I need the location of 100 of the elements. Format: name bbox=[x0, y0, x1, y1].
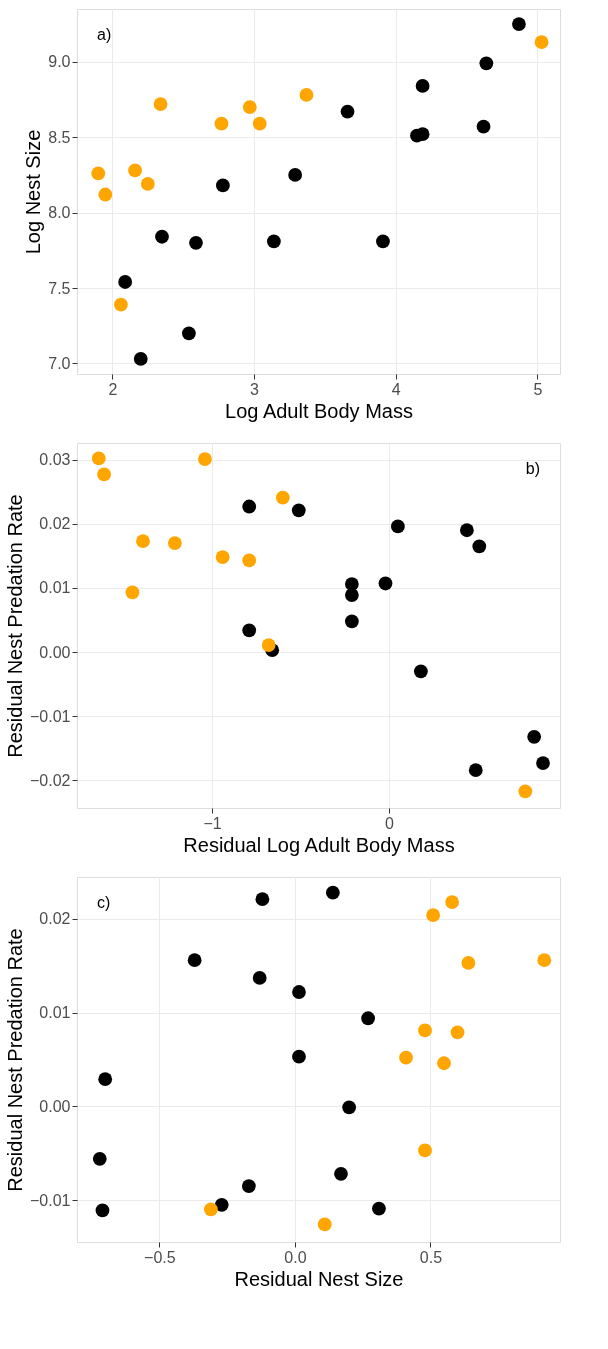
point bbox=[479, 56, 494, 71]
y-tick-label: 0.01 bbox=[39, 579, 71, 597]
point bbox=[445, 895, 460, 909]
point bbox=[468, 763, 483, 778]
point bbox=[437, 1056, 451, 1071]
point bbox=[242, 100, 257, 114]
point bbox=[476, 119, 491, 134]
point bbox=[536, 756, 550, 770]
point bbox=[136, 534, 150, 549]
y-tick-label: 9.0 bbox=[48, 53, 71, 71]
point bbox=[376, 234, 390, 249]
x-tick-label: 3 bbox=[250, 380, 260, 398]
point bbox=[155, 229, 169, 244]
x-axis-title: Log Adult Body Mass bbox=[225, 399, 413, 422]
point bbox=[91, 451, 106, 466]
point bbox=[291, 503, 306, 518]
point bbox=[378, 576, 393, 591]
point bbox=[215, 550, 230, 565]
point bbox=[242, 553, 257, 568]
point bbox=[460, 523, 474, 538]
x-axis-title: Residual Nest Size bbox=[234, 1267, 404, 1290]
point bbox=[512, 17, 526, 31]
point bbox=[299, 88, 314, 102]
point bbox=[292, 985, 306, 999]
point bbox=[140, 177, 155, 191]
y-tick-label: −0.02 bbox=[30, 771, 71, 789]
point bbox=[261, 638, 276, 652]
y-tick-label: 8.5 bbox=[48, 128, 71, 146]
point bbox=[98, 187, 113, 202]
y-tick-label: 0.02 bbox=[39, 910, 71, 928]
point bbox=[344, 588, 359, 602]
point bbox=[537, 953, 552, 968]
point bbox=[340, 104, 355, 119]
point bbox=[167, 536, 182, 550]
point bbox=[255, 892, 270, 907]
y-tick-label: 8.0 bbox=[48, 204, 71, 222]
x-tick-label: 0.5 bbox=[419, 1248, 443, 1266]
x-tick-label: 0 bbox=[385, 814, 395, 832]
point bbox=[361, 1011, 375, 1026]
point bbox=[372, 1201, 386, 1216]
point bbox=[125, 585, 140, 600]
point bbox=[91, 166, 106, 181]
y-tick-label: 0.03 bbox=[39, 451, 71, 469]
point bbox=[472, 539, 487, 554]
x-tick-label: −1 bbox=[203, 814, 222, 832]
x-tick-label: 4 bbox=[391, 380, 401, 398]
annotation: a) bbox=[97, 26, 112, 43]
y-axis-title: Log Nest Size bbox=[22, 129, 45, 255]
point bbox=[418, 1143, 432, 1158]
point bbox=[97, 467, 111, 482]
point bbox=[204, 1202, 218, 1217]
point bbox=[98, 1072, 113, 1087]
point bbox=[187, 953, 202, 968]
point bbox=[241, 1179, 256, 1193]
point bbox=[418, 1023, 432, 1038]
point bbox=[450, 1025, 465, 1040]
point bbox=[216, 178, 230, 193]
point bbox=[518, 784, 533, 799]
y-tick-label: −0.01 bbox=[30, 707, 71, 725]
y-tick-label: 0.00 bbox=[39, 1097, 71, 1115]
point bbox=[288, 168, 303, 182]
point bbox=[214, 116, 229, 131]
point bbox=[242, 499, 257, 514]
y-axis-title: Residual Nest Predation Rate bbox=[4, 494, 27, 758]
point bbox=[128, 163, 142, 178]
point bbox=[198, 452, 212, 466]
point bbox=[399, 1050, 413, 1065]
y-tick-label: 7.5 bbox=[48, 279, 71, 297]
point bbox=[292, 1049, 306, 1064]
point bbox=[426, 908, 441, 923]
point bbox=[527, 729, 542, 744]
y-tick-label: 7.0 bbox=[48, 354, 71, 372]
point bbox=[92, 1151, 107, 1166]
point bbox=[534, 35, 549, 50]
y-tick-label: 0.01 bbox=[39, 1004, 71, 1022]
point bbox=[344, 614, 359, 629]
point bbox=[114, 297, 128, 312]
annotation: c) bbox=[97, 894, 111, 911]
x-tick-label: −0.5 bbox=[144, 1248, 176, 1266]
point bbox=[189, 235, 203, 250]
point bbox=[325, 885, 340, 900]
point bbox=[182, 326, 196, 341]
point bbox=[390, 519, 405, 534]
point bbox=[461, 956, 476, 970]
point bbox=[317, 1217, 332, 1232]
point bbox=[275, 490, 290, 505]
point bbox=[414, 664, 428, 679]
point bbox=[153, 97, 168, 111]
y-tick-label: 0.02 bbox=[39, 515, 71, 533]
point bbox=[214, 1197, 229, 1212]
point bbox=[252, 116, 267, 131]
annotation: b) bbox=[525, 460, 540, 477]
y-axis-title: Residual Nest Predation Rate bbox=[4, 928, 27, 1192]
point bbox=[415, 79, 430, 93]
x-tick-label: 0.0 bbox=[284, 1248, 307, 1266]
x-tick-label: 2 bbox=[108, 380, 118, 398]
x-axis-title: Residual Log Adult Body Mass bbox=[183, 833, 455, 856]
point bbox=[266, 234, 281, 249]
x-tick-label: 5 bbox=[533, 380, 543, 398]
y-tick-label: 0.00 bbox=[39, 643, 71, 661]
